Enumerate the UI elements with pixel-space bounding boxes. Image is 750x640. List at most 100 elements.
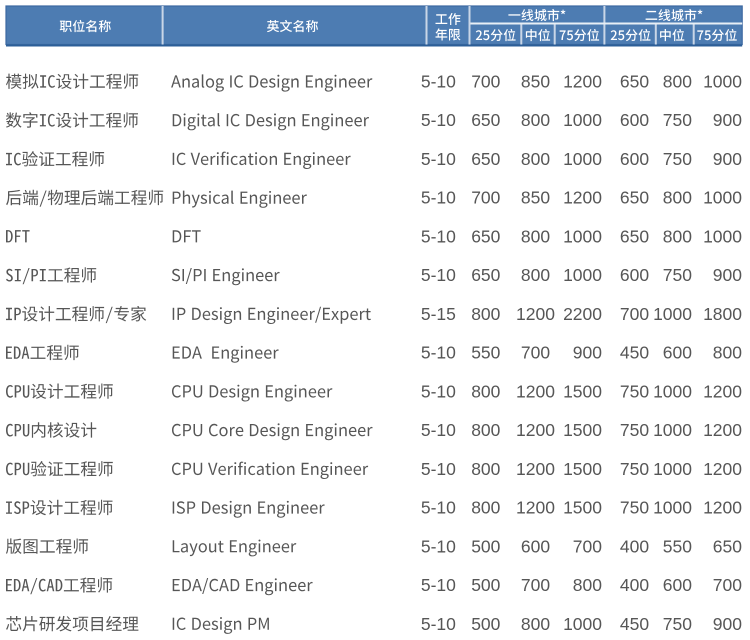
svg-text:1800: 1800 [703,304,742,324]
svg-text:450: 450 [620,343,649,363]
svg-text:750: 750 [663,614,692,634]
svg-text:700: 700 [521,343,550,363]
svg-text:5-10: 5-10 [421,265,456,285]
svg-text:700: 700 [521,575,550,595]
svg-text:800: 800 [521,110,550,130]
svg-text:800: 800 [521,265,550,285]
svg-text:5-10: 5-10 [421,536,456,556]
svg-text:700: 700 [471,188,500,208]
svg-text:650: 650 [620,72,649,92]
svg-text:1200: 1200 [563,188,602,208]
svg-text:850: 850 [521,188,550,208]
svg-text:1200: 1200 [703,459,742,479]
svg-text:500: 500 [471,614,500,634]
svg-text:750: 750 [663,149,692,169]
svg-text:1200: 1200 [703,381,742,401]
svg-text:650: 650 [713,536,742,556]
svg-text:1500: 1500 [563,420,602,440]
svg-text:5-10: 5-10 [421,420,456,440]
svg-text:5-10: 5-10 [421,72,456,92]
svg-text:800: 800 [471,304,500,324]
svg-text:700: 700 [620,304,649,324]
svg-text:800: 800 [663,226,692,246]
svg-text:5-10: 5-10 [421,343,456,363]
svg-text:1000: 1000 [703,188,742,208]
svg-text:5-10: 5-10 [421,188,456,208]
svg-text:1000: 1000 [563,110,602,130]
svg-text:1000: 1000 [653,498,692,518]
svg-text:1500: 1500 [563,381,602,401]
svg-text:5-10: 5-10 [421,110,456,130]
svg-text:900: 900 [713,110,742,130]
svg-text:750: 750 [620,420,649,440]
svg-text:5-10: 5-10 [421,459,456,479]
svg-text:650: 650 [471,226,500,246]
svg-text:1000: 1000 [703,226,742,246]
svg-text:750: 750 [620,459,649,479]
svg-text:1200: 1200 [516,304,555,324]
svg-text:800: 800 [471,381,500,401]
svg-text:600: 600 [663,343,692,363]
svg-text:550: 550 [471,343,500,363]
svg-text:1200: 1200 [703,498,742,518]
svg-text:750: 750 [620,498,649,518]
svg-text:1000: 1000 [563,149,602,169]
svg-text:900: 900 [713,614,742,634]
svg-text:1500: 1500 [563,498,602,518]
svg-text:1200: 1200 [516,498,555,518]
svg-text:400: 400 [620,575,649,595]
svg-text:700: 700 [471,72,500,92]
svg-text:650: 650 [620,188,649,208]
svg-text:900: 900 [713,149,742,169]
svg-text:5-10: 5-10 [421,226,456,246]
svg-text:800: 800 [471,498,500,518]
svg-text:800: 800 [521,226,550,246]
svg-text:900: 900 [573,343,602,363]
svg-text:1000: 1000 [653,420,692,440]
svg-text:600: 600 [620,265,649,285]
svg-text:400: 400 [620,536,649,556]
svg-text:5-10: 5-10 [421,575,456,595]
svg-text:600: 600 [521,536,550,556]
svg-text:800: 800 [663,188,692,208]
svg-text:5-15: 5-15 [421,304,456,324]
svg-text:800: 800 [663,72,692,92]
svg-text:750: 750 [663,265,692,285]
svg-text:800: 800 [471,420,500,440]
svg-text:1500: 1500 [563,459,602,479]
svg-text:800: 800 [521,614,550,634]
svg-text:5-10: 5-10 [421,381,456,401]
svg-text:550: 550 [663,536,692,556]
svg-text:1000: 1000 [653,381,692,401]
svg-text:450: 450 [620,614,649,634]
svg-text:500: 500 [471,536,500,556]
svg-text:900: 900 [713,265,742,285]
svg-text:750: 750 [663,110,692,130]
svg-text:800: 800 [471,459,500,479]
svg-text:700: 700 [573,536,602,556]
svg-text:600: 600 [620,110,649,130]
svg-text:1000: 1000 [703,72,742,92]
svg-text:1000: 1000 [653,304,692,324]
svg-text:5-10: 5-10 [421,614,456,634]
svg-text:1200: 1200 [516,420,555,440]
svg-text:650: 650 [620,226,649,246]
svg-text:650: 650 [471,110,500,130]
svg-text:1000: 1000 [653,459,692,479]
svg-text:1200: 1200 [703,420,742,440]
svg-text:600: 600 [620,149,649,169]
svg-text:650: 650 [471,149,500,169]
svg-text:1200: 1200 [516,381,555,401]
svg-text:850: 850 [521,72,550,92]
svg-text:500: 500 [471,575,500,595]
svg-text:600: 600 [663,575,692,595]
svg-text:1000: 1000 [563,226,602,246]
svg-text:1000: 1000 [563,265,602,285]
svg-text:2200: 2200 [563,304,602,324]
svg-text:1000: 1000 [563,614,602,634]
svg-text:5-10: 5-10 [421,498,456,518]
svg-text:1200: 1200 [516,459,555,479]
svg-text:1200: 1200 [563,72,602,92]
svg-text:650: 650 [471,265,500,285]
svg-text:700: 700 [713,575,742,595]
